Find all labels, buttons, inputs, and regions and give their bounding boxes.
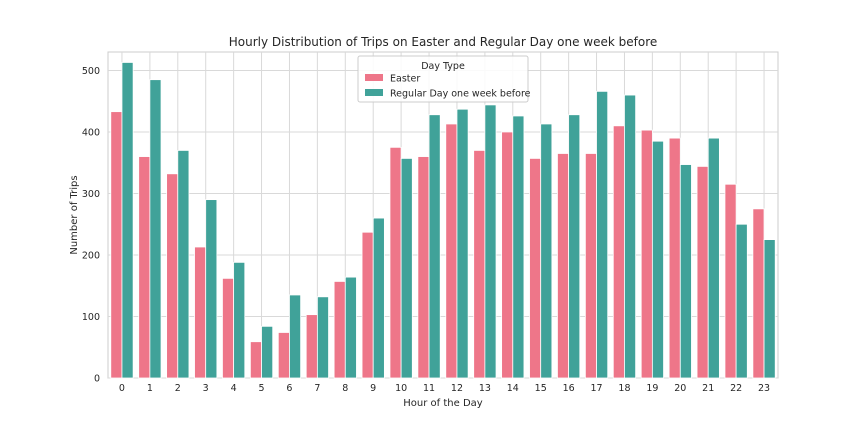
x-tick-label: 17 — [590, 383, 602, 394]
bar-regular-day-hour-16 — [568, 114, 581, 379]
bar-regular-day-hour-18 — [624, 94, 637, 379]
x-tick-label: 13 — [479, 383, 491, 394]
bar-easter-hour-0 — [110, 111, 123, 379]
bar-regular-day-hour-6 — [289, 294, 302, 379]
x-tick-label: 4 — [231, 383, 237, 394]
bar-regular-day-hour-21 — [707, 137, 720, 379]
bar-regular-day-hour-2 — [177, 150, 190, 379]
bar-easter-hour-20 — [668, 137, 681, 379]
x-tick-label: 18 — [618, 383, 630, 394]
x-tick-label: 3 — [203, 383, 209, 394]
x-tick-label: 10 — [395, 383, 407, 394]
x-tick-label: 1 — [147, 383, 153, 394]
bar-regular-day-hour-3 — [205, 199, 218, 379]
x-tick-label: 15 — [535, 383, 547, 394]
legend: Day Type Easter Regular Day one week bef… — [357, 55, 531, 103]
bar-easter-hour-15 — [529, 158, 542, 379]
x-tick-label: 16 — [563, 383, 575, 394]
y-tick-label: 500 — [82, 66, 100, 77]
x-tick-label: 7 — [314, 383, 320, 394]
x-tick-label: 8 — [342, 383, 348, 394]
legend-box — [357, 55, 529, 103]
bar-easter-hour-19 — [640, 129, 653, 379]
bar-easter-hour-13 — [473, 150, 486, 379]
plot-area — [107, 51, 779, 379]
x-tick-label: 23 — [758, 383, 770, 394]
bar-regular-day-hour-13 — [484, 104, 497, 379]
x-tick-labels: 0 1 2 3 4 5 6 7 8 9 10 11 12 13 14 15 16 17 18 19 20 21 22 23 — [119, 383, 770, 394]
legend-label-easter: Easter — [390, 74, 420, 85]
x-tick-label: 21 — [702, 383, 714, 394]
x-tick-label: 5 — [259, 383, 265, 394]
bar-easter-hour-1 — [138, 156, 151, 379]
x-tick-label: 11 — [423, 383, 435, 394]
y-tick-label: 400 — [82, 127, 100, 138]
legend-label-regular-day: Regular Day one week before — [390, 89, 531, 100]
bar-regular-day-hour-22 — [735, 223, 748, 379]
y-tick-label: 300 — [82, 189, 100, 200]
x-tick-label: 2 — [175, 383, 181, 394]
y-tick-labels: 0 100 200 300 400 500 — [82, 66, 100, 385]
bar-easter-hour-12 — [445, 123, 458, 379]
bar-regular-day-hour-15 — [540, 123, 553, 379]
bar-regular-day-hour-19 — [651, 140, 664, 379]
x-tick-label: 19 — [646, 383, 658, 394]
bar-regular-day-hour-14 — [512, 115, 525, 379]
x-tick-label: 12 — [451, 383, 463, 394]
x-tick-label: 0 — [119, 383, 125, 394]
bar-easter-hour-5 — [249, 341, 262, 379]
bar-regular-day-hour-5 — [261, 325, 274, 379]
bar-regular-day-hour-9 — [372, 217, 385, 379]
legend-title: Day Type — [421, 61, 465, 72]
x-axis-title: Hour of the Day — [403, 398, 483, 409]
bar-regular-day-hour-8 — [344, 276, 357, 379]
bar-regular-day-hour-4 — [233, 261, 246, 379]
bar-regular-day-hour-12 — [456, 108, 469, 379]
legend-swatch-easter — [365, 74, 383, 81]
x-tick-label: 9 — [370, 383, 376, 394]
bar-easter-hour-2 — [166, 173, 179, 379]
bar-easter-hour-18 — [612, 125, 625, 379]
y-axis-title: Number of Trips — [69, 175, 80, 254]
bar-regular-day-hour-20 — [679, 164, 692, 379]
bar-easter-hour-23 — [752, 208, 765, 379]
bar-regular-day-hour-23 — [763, 239, 776, 379]
bar-easter-hour-6 — [277, 332, 290, 379]
bar-regular-day-hour-1 — [149, 79, 162, 379]
x-tick-label: 14 — [507, 383, 519, 394]
x-tick-label: 6 — [286, 383, 292, 394]
bar-easter-hour-11 — [417, 156, 430, 379]
legend-swatch-regular-day — [365, 89, 383, 96]
bar-regular-day-hour-17 — [596, 90, 609, 379]
bar-easter-hour-17 — [584, 153, 597, 379]
bar-easter-hour-9 — [361, 231, 374, 379]
bar-easter-hour-14 — [501, 131, 514, 379]
bar-regular-day-hour-7 — [316, 296, 329, 379]
x-tick-label: 20 — [674, 383, 686, 394]
bar-easter-hour-16 — [557, 153, 570, 379]
bar-easter-hour-8 — [333, 281, 346, 379]
bar-regular-day-hour-11 — [428, 114, 441, 379]
bar-regular-day-hour-0 — [121, 62, 134, 379]
chart-title: Hourly Distribution of Trips on Easter a… — [229, 35, 658, 49]
y-tick-label: 0 — [94, 374, 100, 385]
bar-easter-hour-4 — [222, 277, 235, 379]
y-tick-label: 100 — [82, 312, 100, 323]
bar-easter-hour-21 — [696, 166, 709, 379]
bar-regular-day-hour-10 — [400, 158, 413, 379]
bar-easter-hour-7 — [305, 314, 318, 379]
x-tick-label: 22 — [730, 383, 742, 394]
bar-easter-hour-10 — [389, 146, 402, 379]
bar-easter-hour-3 — [194, 246, 207, 379]
bars — [110, 62, 776, 379]
y-tick-label: 200 — [82, 250, 100, 261]
bar-easter-hour-22 — [724, 183, 737, 379]
